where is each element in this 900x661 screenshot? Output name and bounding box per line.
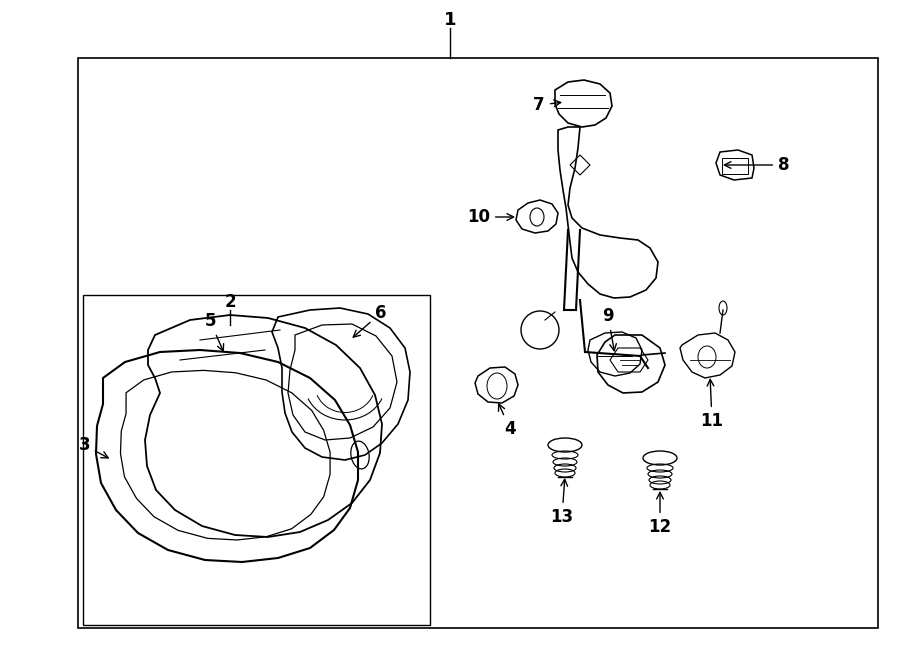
Text: 3: 3 xyxy=(78,436,108,458)
Text: 7: 7 xyxy=(534,96,561,114)
Text: 11: 11 xyxy=(700,379,724,430)
Text: 12: 12 xyxy=(648,492,671,536)
Text: 13: 13 xyxy=(551,479,573,526)
Text: 1: 1 xyxy=(444,11,456,29)
Text: 10: 10 xyxy=(467,208,514,226)
Bar xyxy=(78,58,878,628)
Text: 4: 4 xyxy=(499,404,516,438)
Text: 2: 2 xyxy=(224,293,236,311)
Text: 5: 5 xyxy=(204,312,223,351)
Text: 9: 9 xyxy=(602,307,616,351)
Bar xyxy=(83,295,430,625)
Text: 6: 6 xyxy=(354,304,386,337)
Bar xyxy=(722,158,748,174)
Text: 8: 8 xyxy=(724,156,789,174)
